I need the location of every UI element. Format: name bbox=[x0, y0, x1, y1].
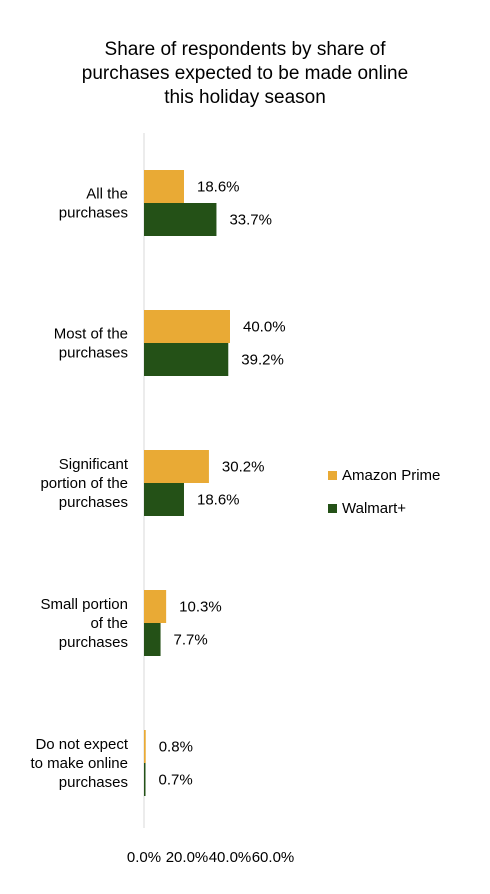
data-label: 7.7% bbox=[174, 632, 208, 649]
data-label: 0.7% bbox=[159, 772, 193, 789]
bar-walmart-plus bbox=[144, 483, 184, 516]
legend-label: Walmart+ bbox=[342, 500, 406, 517]
legend-label: Amazon Prime bbox=[342, 467, 440, 484]
data-label: 18.6% bbox=[197, 492, 240, 509]
chart-title: Share of respondents by share of purchas… bbox=[81, 39, 409, 108]
x-tick-label: 0.0% bbox=[127, 849, 161, 866]
category-label: Most of the purchases bbox=[54, 326, 128, 362]
bar-walmart-plus bbox=[144, 623, 161, 656]
legend-swatch bbox=[328, 471, 337, 480]
data-label: 33.7% bbox=[229, 212, 272, 229]
x-tick-label: 60.0% bbox=[252, 849, 295, 866]
bar-amazon-prime bbox=[144, 730, 146, 763]
bar-amazon-prime bbox=[144, 310, 230, 343]
legend-swatch bbox=[328, 504, 337, 513]
category-label: Do not expect to make online purchases bbox=[30, 736, 128, 791]
bar-amazon-prime bbox=[144, 590, 167, 623]
category-label: Small portion of the purchases bbox=[40, 596, 128, 651]
data-label: 30.2% bbox=[222, 459, 265, 476]
bar-walmart-plus bbox=[144, 763, 146, 796]
data-label: 40.0% bbox=[243, 319, 286, 336]
category-label: Significant portion of the purchases bbox=[40, 456, 128, 511]
category-label: All the purchases bbox=[59, 186, 128, 222]
data-label: 18.6% bbox=[197, 179, 240, 196]
bar-amazon-prime bbox=[144, 170, 184, 203]
bar-amazon-prime bbox=[144, 450, 209, 483]
bar-walmart-plus bbox=[144, 343, 229, 376]
x-tick-label: 20.0% bbox=[166, 849, 209, 866]
bar-walmart-plus bbox=[144, 203, 217, 236]
x-tick-label: 40.0% bbox=[209, 849, 252, 866]
data-label: 39.2% bbox=[241, 352, 284, 369]
data-label: 0.8% bbox=[159, 739, 193, 756]
data-label: 10.3% bbox=[179, 599, 222, 616]
